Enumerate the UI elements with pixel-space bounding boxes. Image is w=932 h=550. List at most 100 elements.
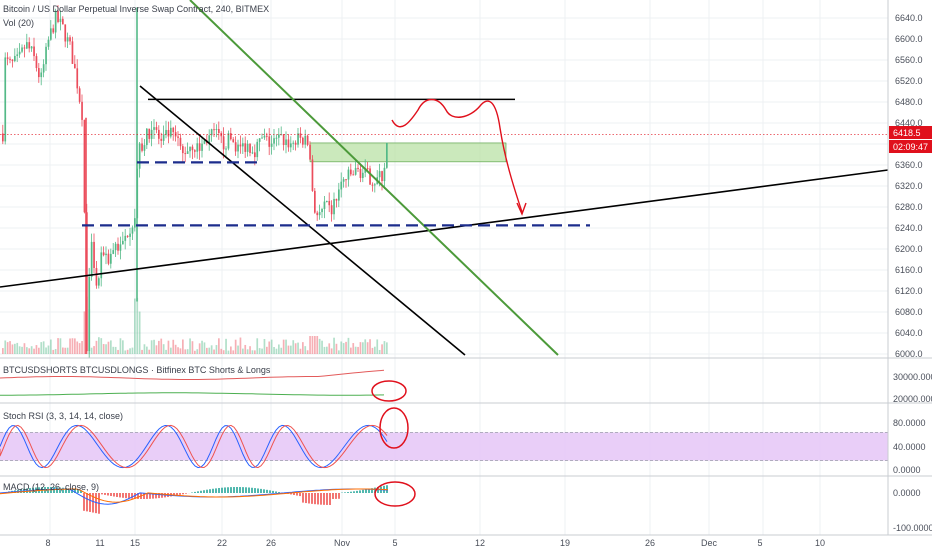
volume-bar bbox=[237, 345, 239, 354]
volume-bar bbox=[350, 347, 352, 354]
shorts-longs-title: BTCUSDSHORTS BTCUSDLONGS · Bitfinex BTC … bbox=[3, 365, 271, 375]
volume-bar bbox=[35, 345, 38, 354]
candle-body bbox=[155, 127, 158, 130]
candle-body bbox=[297, 133, 299, 145]
green-trendline bbox=[189, 0, 559, 356]
volume-bar bbox=[184, 349, 187, 354]
candle-body bbox=[378, 171, 381, 178]
price-tick-label: 6240.0 bbox=[895, 223, 923, 233]
volume-bar bbox=[40, 342, 43, 354]
macd-histogram-bar bbox=[332, 493, 334, 499]
candle-body bbox=[38, 68, 40, 78]
macd-histogram-bar bbox=[323, 493, 325, 505]
macd-histogram-bar bbox=[317, 493, 319, 505]
volume-bar bbox=[357, 346, 359, 354]
volume-bar bbox=[11, 344, 14, 354]
candle-body bbox=[302, 137, 304, 145]
volume-bar bbox=[21, 346, 23, 354]
time-tick-label: 10 bbox=[815, 538, 825, 548]
candle-body bbox=[100, 252, 103, 279]
stoch-rsi-pane bbox=[0, 424, 888, 469]
candle-body bbox=[282, 134, 285, 146]
volume-bar bbox=[297, 342, 299, 354]
candle-body bbox=[345, 179, 347, 181]
volume-bar bbox=[105, 344, 107, 354]
volume-bar bbox=[335, 343, 338, 354]
candle-body bbox=[249, 143, 251, 153]
volume-bar bbox=[386, 342, 388, 354]
macd-histogram-bar bbox=[89, 493, 91, 512]
macd-histogram-bar bbox=[161, 493, 163, 498]
candle-body bbox=[33, 46, 35, 57]
candle-body bbox=[126, 235, 129, 237]
volume-bar bbox=[302, 342, 304, 354]
countdown-value: 02:09:47 bbox=[893, 142, 928, 152]
time-axis[interactable]: 8 11 15 22 26 Nov 5 12 19 26 Dec 5 10 bbox=[45, 538, 825, 548]
macd-histogram-bar bbox=[119, 493, 121, 498]
candle-body bbox=[347, 169, 350, 180]
candle-body bbox=[256, 141, 259, 158]
macd-histogram-bar bbox=[74, 489, 76, 493]
volume-bar bbox=[136, 297, 139, 354]
volume-bar bbox=[369, 339, 371, 354]
candle-body bbox=[381, 171, 383, 182]
macd-histogram-bar bbox=[305, 493, 307, 504]
price-tick-label: 6440.0 bbox=[895, 118, 923, 128]
candle-body bbox=[280, 134, 283, 136]
candle-body bbox=[4, 57, 7, 142]
macd-histogram-bar bbox=[344, 492, 346, 493]
macd-histogram-bar bbox=[260, 488, 262, 493]
volume-bar bbox=[198, 343, 201, 354]
volume-bar bbox=[208, 347, 211, 354]
candle-body bbox=[242, 143, 244, 147]
candle-body bbox=[124, 235, 127, 241]
volume-bar bbox=[62, 347, 64, 354]
macd-histogram-bar bbox=[215, 488, 217, 493]
candle-body bbox=[83, 119, 86, 213]
macd-histogram-bar bbox=[326, 493, 328, 505]
volume-bar bbox=[340, 341, 343, 354]
volume-bar bbox=[42, 341, 45, 354]
candle-body bbox=[184, 153, 187, 155]
macd-histogram-bar bbox=[233, 487, 235, 493]
volume-bar bbox=[153, 339, 155, 354]
macd-histogram-bar bbox=[386, 485, 388, 493]
volume-bar bbox=[383, 341, 386, 354]
volume-bar bbox=[338, 350, 340, 354]
macd-histogram-bar bbox=[125, 493, 127, 499]
candle-body bbox=[105, 253, 107, 256]
candle-body bbox=[9, 58, 11, 60]
macd-histogram-bar bbox=[227, 487, 229, 493]
time-tick-label: 11 bbox=[95, 538, 104, 548]
candle-body bbox=[278, 134, 280, 138]
volume-bar bbox=[225, 338, 227, 354]
candle-body bbox=[330, 205, 333, 215]
volume-bar bbox=[74, 338, 76, 354]
volume-bar bbox=[266, 346, 268, 354]
candle-body bbox=[90, 241, 93, 277]
volume-bar bbox=[299, 348, 302, 354]
macd-histogram-bar bbox=[56, 487, 58, 493]
volume-bar bbox=[150, 340, 153, 354]
candle-body bbox=[201, 143, 203, 151]
trend-drawings[interactable] bbox=[0, 0, 889, 356]
candle-body bbox=[374, 184, 376, 186]
volume-bar bbox=[311, 336, 314, 354]
candle-body bbox=[71, 41, 74, 64]
volume-bar bbox=[30, 346, 33, 354]
candle-body bbox=[45, 46, 47, 65]
time-tick-label: 22 bbox=[217, 538, 227, 548]
macd-pane bbox=[0, 485, 389, 514]
candle-body bbox=[107, 253, 110, 264]
candle-body bbox=[227, 133, 230, 149]
candle-body bbox=[143, 145, 146, 151]
volume-bar bbox=[333, 337, 335, 354]
indicator-tick-label: 0.0000 bbox=[893, 488, 921, 498]
macd-histogram-bar bbox=[179, 493, 181, 495]
macd-histogram-bar bbox=[356, 490, 358, 493]
right-axis[interactable]: 6640.06600.06560.06520.06480.06440.06400… bbox=[893, 13, 932, 533]
macd-title: MACD (12, 26, close, 9) bbox=[3, 482, 99, 492]
candle-body bbox=[59, 18, 62, 22]
candle-body bbox=[6, 57, 9, 59]
